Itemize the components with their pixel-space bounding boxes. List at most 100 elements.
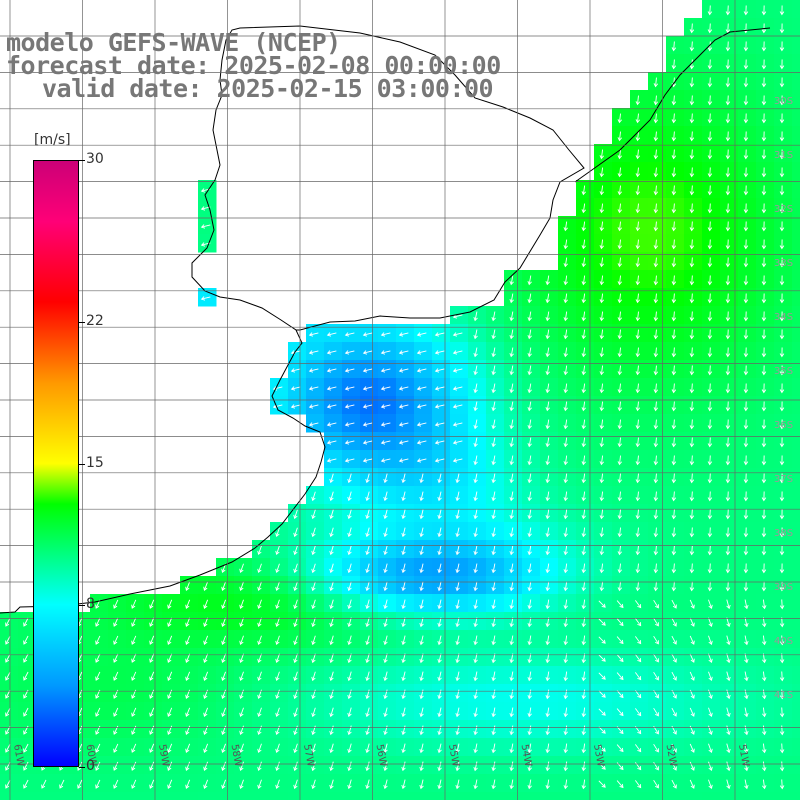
field-cell [684, 378, 703, 397]
wind-arrow [563, 347, 568, 358]
field-cell [522, 630, 541, 649]
field-cell [432, 666, 451, 685]
field-cell [522, 270, 541, 289]
field-cell [612, 450, 631, 469]
wind-arrow [671, 185, 677, 196]
wind-arrow [743, 5, 749, 16]
wind-arrow [779, 77, 785, 88]
field-cell [792, 414, 800, 433]
wind-arrow [743, 239, 749, 250]
field-cell [0, 648, 19, 667]
wind-arrow [401, 563, 406, 574]
field-cell [702, 504, 721, 523]
wind-arrow [239, 671, 244, 682]
wind-arrow [527, 617, 532, 628]
field-cell [702, 252, 721, 271]
wind-arrow [545, 383, 550, 394]
wind-arrow [635, 419, 641, 430]
wind-arrow [671, 59, 677, 70]
field-cell [702, 450, 721, 469]
field-cell [756, 54, 775, 73]
field-cell [792, 216, 800, 235]
field-cell [720, 450, 739, 469]
field-cell [774, 234, 793, 253]
wind-arrow [275, 761, 280, 772]
field-cell [684, 126, 703, 145]
field-cell [486, 522, 505, 541]
field-cell [702, 702, 721, 721]
wind-arrow [653, 401, 659, 412]
field-cell [756, 198, 775, 217]
wind-arrow [779, 491, 785, 502]
field-cell [522, 558, 541, 577]
wind-arrow [527, 707, 532, 718]
field-cell [702, 90, 721, 109]
field-cell [594, 504, 613, 523]
field-cell [792, 612, 800, 631]
wind-arrow [653, 509, 659, 520]
wind-arrow [5, 617, 11, 627]
wind-arrow [779, 257, 785, 268]
wind-arrow [617, 509, 623, 520]
field-cell [432, 504, 451, 523]
wind-arrow [598, 744, 606, 752]
field-cell [576, 774, 595, 793]
wind-arrow [563, 779, 568, 790]
wind-arrow [761, 41, 767, 52]
wind-arrow [149, 779, 155, 789]
wind-arrow [509, 581, 514, 592]
field-cell [432, 648, 451, 667]
field-cell [414, 666, 433, 685]
wind-arrow [689, 455, 695, 466]
wind-arrow [599, 383, 605, 394]
wind-arrow [452, 422, 463, 427]
wind-arrow [653, 419, 659, 430]
wind-arrow [707, 77, 713, 88]
field-cell [738, 360, 757, 379]
field-cell [558, 450, 577, 469]
field-cell [702, 36, 721, 55]
field-cell [666, 540, 685, 559]
wind-arrow [257, 779, 262, 790]
wind-arrow [581, 185, 586, 196]
wind-arrow [707, 509, 713, 520]
field-cell [414, 756, 433, 775]
field-cell [702, 414, 721, 433]
field-cell [612, 180, 631, 199]
wind-arrow [509, 563, 514, 574]
field-cell [576, 396, 595, 415]
field-cell [630, 684, 649, 703]
field-cell [792, 252, 800, 271]
field-cell [720, 684, 739, 703]
wind-arrow [149, 617, 155, 627]
wind-arrow [726, 671, 731, 682]
wind-arrow [653, 167, 659, 178]
wind-arrow [616, 618, 624, 627]
wind-arrow [616, 690, 624, 699]
field-cell [738, 144, 757, 163]
field-cell [576, 558, 595, 577]
field-cell [234, 558, 253, 577]
wind-arrow [581, 563, 586, 574]
field-cell [666, 774, 685, 793]
wind-arrow [563, 563, 568, 574]
field-cell [684, 756, 703, 775]
field-cell [792, 18, 800, 37]
field-cell [738, 252, 757, 271]
field-cell [522, 576, 541, 595]
latitude-label: 38S [774, 528, 793, 539]
wind-arrow [634, 636, 642, 645]
wind-arrow [563, 707, 568, 718]
field-cell [666, 504, 685, 523]
wind-arrow [563, 221, 568, 232]
wind-arrow [398, 386, 409, 391]
wind-arrow [563, 671, 568, 682]
wind-arrow [761, 257, 767, 268]
wind-arrow [779, 131, 785, 142]
field-cell [630, 468, 649, 487]
field-cell [486, 684, 505, 703]
wind-arrow [779, 203, 785, 214]
field-cell [792, 468, 800, 487]
wind-arrow [743, 347, 749, 358]
